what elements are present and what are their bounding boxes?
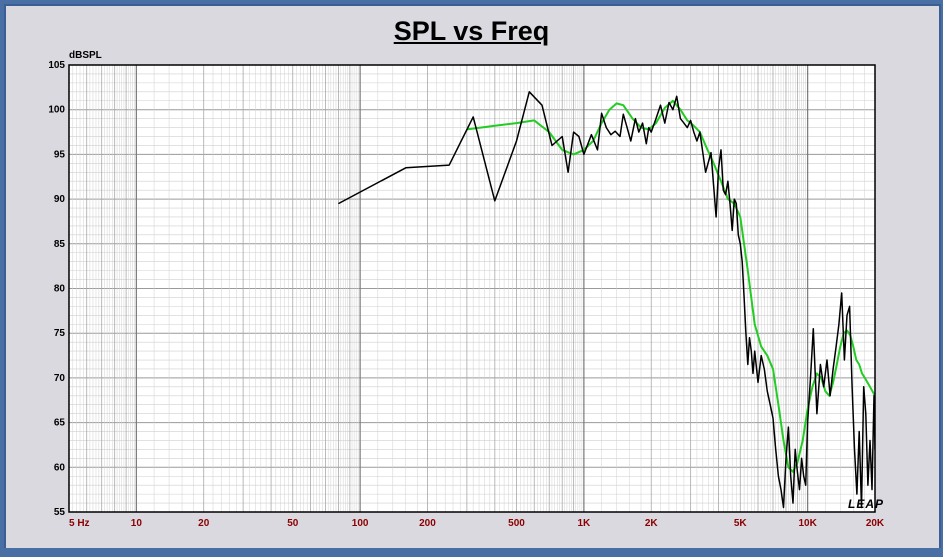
- y-tick-label: 75: [54, 328, 66, 339]
- x-tick-label: 5 Hz: [69, 518, 90, 529]
- y-tick-label: 55: [54, 507, 66, 518]
- y-tick-label: 85: [54, 239, 66, 250]
- y-tick-label: 105: [48, 60, 65, 71]
- series-lines: [338, 91, 875, 509]
- x-tick-labels: 5 Hz 10 20 50 100 200 500 1K 2K 5K 10K 20K: [69, 518, 885, 529]
- x-tick-label: 2K: [645, 518, 659, 529]
- x-tick-label: 20: [198, 518, 210, 529]
- leap-watermark: LEAP: [848, 497, 884, 511]
- x-tick-label: 10: [131, 518, 143, 529]
- spl-response-line: [338, 91, 875, 509]
- smoothed-response-line: [466, 99, 875, 473]
- y-tick-label: 90: [54, 194, 66, 205]
- y-tick-label: 95: [54, 149, 66, 160]
- y-tick-label: 65: [54, 418, 66, 429]
- x-tick-label: 20K: [866, 518, 885, 529]
- x-tick-label: 10K: [798, 518, 817, 529]
- x-tick-label: 100: [352, 518, 369, 529]
- x-tick-label: 200: [419, 518, 436, 529]
- plot-border: [68, 64, 876, 513]
- chart-title: SPL vs Freq: [393, 16, 550, 46]
- x-tick-label: 500: [508, 518, 525, 529]
- y-tick-labels: 55 60 65 70 75 80 85 90 95 100 105: [48, 60, 65, 518]
- y-tick-label: 70: [54, 373, 66, 384]
- x-tick-label: 5K: [734, 518, 748, 529]
- y-axis-label: dBSPL: [69, 50, 102, 61]
- bottom-strip: [0, 548, 943, 557]
- x-tick-label: 1K: [577, 518, 591, 529]
- y-tick-label: 80: [54, 284, 66, 295]
- x-tick-label: 50: [287, 518, 299, 529]
- y-tick-label: 60: [54, 462, 66, 473]
- y-tick-label: 100: [48, 105, 65, 116]
